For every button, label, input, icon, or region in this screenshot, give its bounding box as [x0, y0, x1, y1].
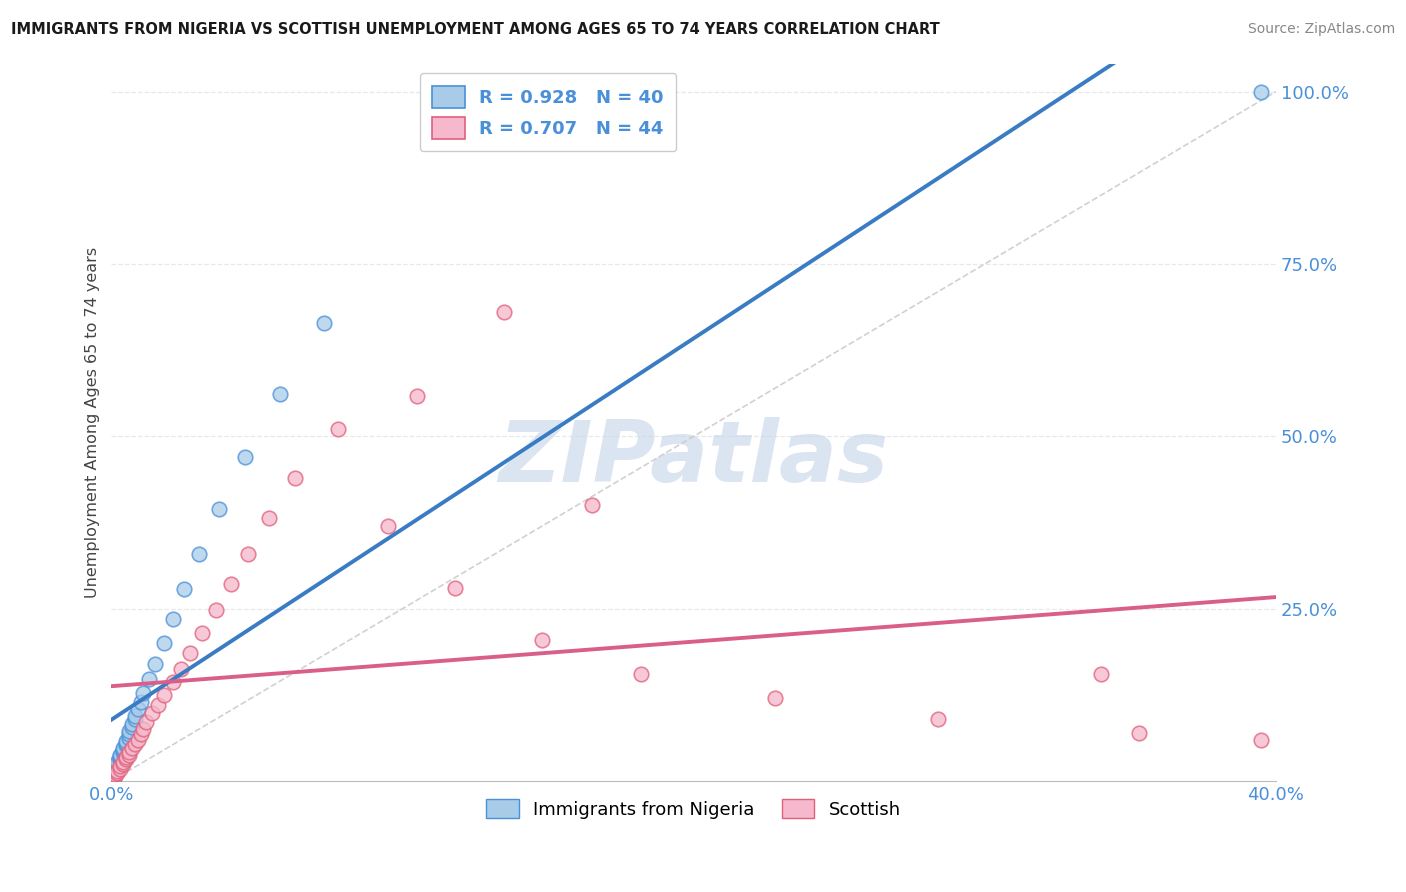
Point [179, 646, 201, 660]
Text: IMMIGRANTS FROM NIGERIA VS SCOTTISH UNEMPLOYMENT AMONG AGES 65 TO 74 YEARS CORRE: IMMIGRANTS FROM NIGERIA VS SCOTTISH UNEM… [11, 22, 941, 37]
Point [187, 547, 209, 561]
Point [162, 612, 184, 626]
Point [108, 751, 131, 765]
Point [105, 760, 128, 774]
Text: Source: ZipAtlas.com: Source: ZipAtlas.com [1247, 22, 1395, 37]
Point [494, 305, 516, 319]
Point [143, 657, 166, 671]
Point [108, 747, 131, 762]
Point [219, 577, 242, 591]
Point [269, 386, 291, 401]
Point [630, 667, 652, 681]
Point [108, 759, 131, 773]
Point [170, 662, 193, 676]
Point [312, 316, 335, 330]
Point [284, 471, 307, 485]
Point [115, 752, 138, 766]
Point [581, 498, 603, 512]
Point [103, 771, 125, 785]
Point [103, 764, 125, 778]
Point [132, 722, 155, 736]
Point [112, 740, 135, 755]
Point [141, 706, 163, 721]
Point [1128, 725, 1150, 739]
Point [112, 743, 135, 757]
Point [238, 547, 260, 561]
Point [1250, 85, 1272, 99]
Y-axis label: Unemployment Among Ages 65 to 74 years: Unemployment Among Ages 65 to 74 years [86, 247, 100, 599]
Point [190, 626, 212, 640]
Point [1250, 732, 1272, 747]
Point [135, 714, 157, 729]
Point [927, 712, 949, 726]
Point [406, 389, 429, 403]
Point [257, 511, 280, 525]
Point [103, 767, 125, 781]
Point [377, 519, 399, 533]
Point [138, 672, 160, 686]
Point [118, 747, 141, 762]
Point [328, 422, 350, 436]
Point [1090, 667, 1112, 681]
Point [124, 712, 146, 726]
Point [132, 686, 155, 700]
Point [124, 708, 146, 723]
Point [444, 581, 467, 595]
Point [153, 688, 176, 702]
Point [105, 759, 128, 773]
Point [153, 636, 176, 650]
Point [108, 762, 131, 776]
Point [105, 765, 128, 780]
Point [121, 740, 143, 755]
Point [146, 698, 169, 713]
Point [112, 755, 135, 769]
Point [105, 762, 128, 776]
Point [115, 736, 138, 750]
Point [205, 603, 228, 617]
Point [118, 724, 141, 739]
Point [118, 731, 141, 745]
Point [105, 764, 128, 778]
Point [173, 582, 195, 597]
Point [233, 450, 256, 464]
Legend: Immigrants from Nigeria, Scottish: Immigrants from Nigeria, Scottish [479, 792, 908, 826]
Point [121, 716, 143, 731]
Point [115, 738, 138, 752]
Point [124, 737, 146, 751]
Point [115, 734, 138, 748]
Text: ZIPatlas: ZIPatlas [499, 417, 889, 500]
Point [105, 756, 128, 771]
Point [103, 765, 125, 780]
Point [108, 749, 131, 764]
Point [103, 767, 125, 781]
Point [129, 727, 152, 741]
Point [118, 727, 141, 741]
Point [127, 701, 149, 715]
Point [112, 745, 135, 759]
Point [531, 632, 554, 647]
Point [118, 745, 141, 759]
Point [127, 732, 149, 747]
Point [115, 750, 138, 764]
Point [208, 501, 231, 516]
Point [763, 691, 786, 706]
Point [108, 753, 131, 767]
Point [103, 771, 125, 785]
Point [121, 720, 143, 734]
Point [103, 768, 125, 782]
Point [105, 755, 128, 769]
Point [112, 756, 135, 771]
Point [129, 695, 152, 709]
Point [162, 675, 184, 690]
